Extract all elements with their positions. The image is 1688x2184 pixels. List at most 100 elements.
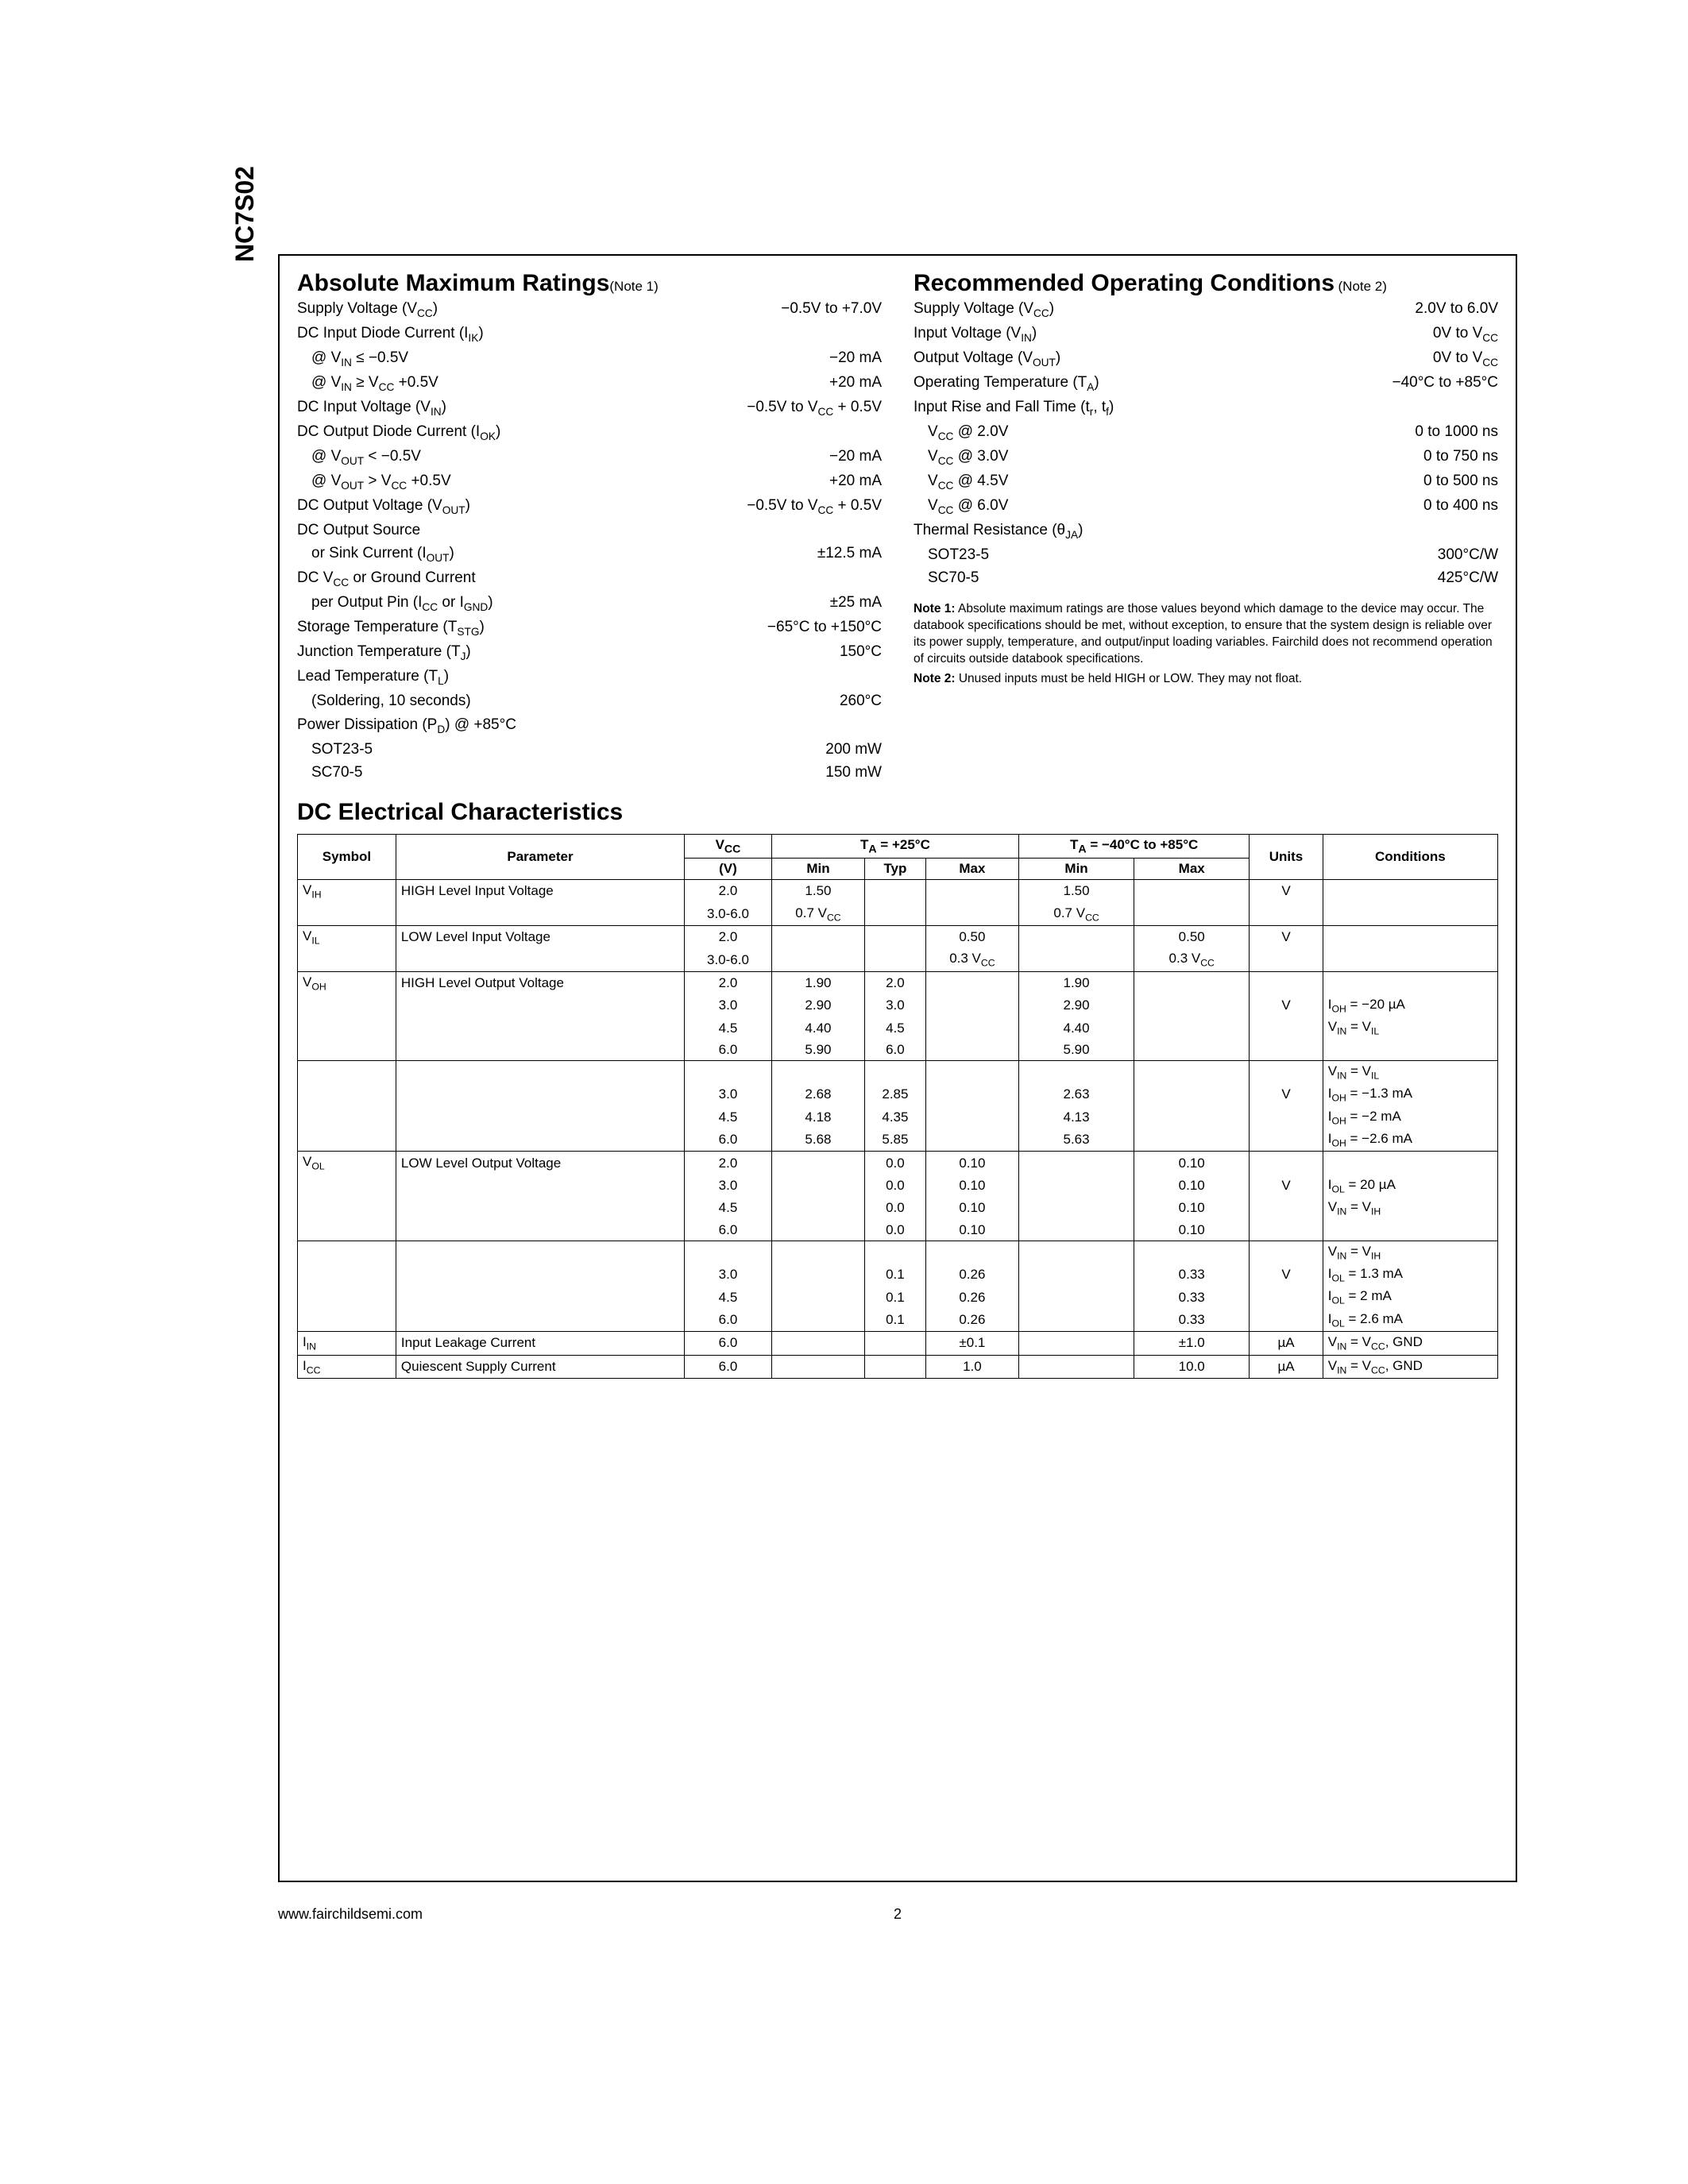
table-cell: µA bbox=[1250, 1355, 1323, 1378]
table-cell: 0.0 bbox=[865, 1197, 926, 1219]
table-cell: 3.0 bbox=[685, 994, 772, 1017]
table-cell: 5.90 bbox=[771, 1040, 864, 1061]
table-row: IINInput Leakage Current6.0±0.1±1.0µAVIN… bbox=[298, 1332, 1498, 1355]
table-cell: 6.0 bbox=[865, 1040, 926, 1061]
table-cell bbox=[298, 1309, 396, 1332]
table-cell: Quiescent Supply Current bbox=[396, 1355, 684, 1378]
table-row: 6.00.10.260.33IOL = 2.6 mA bbox=[298, 1309, 1498, 1332]
table-cell bbox=[865, 903, 926, 926]
table-cell: 0.10 bbox=[1134, 1197, 1250, 1219]
table-cell bbox=[1134, 1129, 1250, 1152]
table-cell: VIN = VCC, GND bbox=[1323, 1355, 1497, 1378]
table-row: VILLOW Level Input Voltage2.00.500.50V bbox=[298, 925, 1498, 948]
table-cell bbox=[1134, 1060, 1250, 1083]
table-cell: 3.0-6.0 bbox=[685, 948, 772, 971]
table-cell bbox=[298, 1040, 396, 1061]
table-cell: IOL = 2 mA bbox=[1323, 1286, 1497, 1308]
table-cell: 0.26 bbox=[925, 1286, 1018, 1308]
table-cell: 1.0 bbox=[925, 1355, 1018, 1378]
rating-row: Power Dissipation (PD) @ +85°C bbox=[297, 713, 882, 738]
th-conditions: Conditions bbox=[1323, 834, 1497, 879]
table-cell bbox=[1134, 1017, 1250, 1039]
table-row: 3.00.10.260.33VIOL = 1.3 mA bbox=[298, 1264, 1498, 1286]
table-cell: IIN bbox=[298, 1332, 396, 1355]
table-cell bbox=[1018, 1332, 1134, 1355]
table-cell bbox=[298, 994, 396, 1017]
table-cell bbox=[685, 1060, 772, 1083]
table-cell bbox=[771, 1175, 864, 1197]
table-cell bbox=[396, 903, 684, 926]
table-row: 3.0-6.00.7 VCC0.7 VCC bbox=[298, 903, 1498, 926]
table-cell bbox=[771, 925, 864, 948]
table-row: VIN = VIL bbox=[298, 1060, 1498, 1083]
table-cell bbox=[771, 948, 864, 971]
table-cell: 0.10 bbox=[925, 1197, 1018, 1219]
rating-label: VCC @ 3.0V bbox=[914, 445, 1416, 469]
table-cell bbox=[1018, 1197, 1134, 1219]
table-cell: 1.90 bbox=[771, 971, 864, 994]
table-cell bbox=[396, 1083, 684, 1106]
rating-value: 0V to VCC bbox=[1425, 322, 1498, 346]
table-cell bbox=[396, 1175, 684, 1197]
table-cell bbox=[298, 1286, 396, 1308]
table-cell bbox=[1250, 1152, 1323, 1175]
rating-label: VCC @ 6.0V bbox=[914, 494, 1416, 519]
page-number: 2 bbox=[894, 1906, 902, 1923]
table-cell bbox=[1250, 1197, 1323, 1219]
table-row: VOLLOW Level Output Voltage2.00.00.100.1… bbox=[298, 1152, 1498, 1175]
th-ta-range: TA = −40°C to +85°C bbox=[1018, 834, 1249, 858]
rating-row: (Soldering, 10 seconds)260°C bbox=[297, 689, 882, 712]
table-cell: HIGH Level Output Voltage bbox=[396, 971, 684, 994]
table-cell: V bbox=[1250, 880, 1323, 903]
rating-row: DC Output Source bbox=[297, 519, 882, 542]
table-cell bbox=[1018, 1152, 1134, 1175]
table-cell bbox=[685, 1241, 772, 1264]
table-cell: 5.63 bbox=[1018, 1129, 1134, 1152]
table-cell bbox=[925, 1017, 1018, 1039]
th-min2: Min bbox=[1018, 859, 1134, 880]
abs-max-column: Absolute Maximum Ratings(Note 1) Supply … bbox=[297, 270, 882, 785]
th-vcc-unit: (V) bbox=[685, 859, 772, 880]
table-cell: 10.0 bbox=[1134, 1355, 1250, 1378]
table-cell: 1.50 bbox=[771, 880, 864, 903]
rating-row: VCC @ 2.0V0 to 1000 ns bbox=[914, 420, 1498, 445]
rating-label: DC Output Diode Current (IOK) bbox=[297, 420, 874, 445]
table-cell bbox=[771, 1197, 864, 1219]
table-cell: V bbox=[1250, 925, 1323, 948]
table-cell bbox=[298, 1175, 396, 1197]
table-row: 4.50.00.100.10VIN = VIH bbox=[298, 1197, 1498, 1219]
rating-label: per Output Pin (ICC or IGND) bbox=[297, 591, 822, 615]
rating-value: 0 to 400 ns bbox=[1416, 494, 1498, 519]
table-cell: IOL = 20 µA bbox=[1323, 1175, 1497, 1197]
table-cell: 1.50 bbox=[1018, 880, 1134, 903]
rating-value: 0 to 1000 ns bbox=[1407, 420, 1498, 445]
table-cell bbox=[1250, 1106, 1323, 1129]
table-cell bbox=[396, 1106, 684, 1129]
table-cell: V bbox=[1250, 1083, 1323, 1106]
table-cell bbox=[865, 948, 926, 971]
table-cell: 4.40 bbox=[771, 1017, 864, 1039]
table-cell bbox=[298, 1129, 396, 1152]
table-cell: VIH bbox=[298, 880, 396, 903]
th-min: Min bbox=[771, 859, 864, 880]
rating-row: Storage Temperature (TSTG)−65°C to +150°… bbox=[297, 615, 882, 640]
rating-value: ±25 mA bbox=[822, 591, 882, 615]
part-number-side-label: NC7S02 bbox=[230, 166, 260, 262]
table-cell: 0.0 bbox=[865, 1220, 926, 1241]
table-cell bbox=[1323, 1220, 1497, 1241]
table-cell bbox=[771, 1241, 864, 1264]
note-1-text: Absolute maximum ratings are those value… bbox=[914, 602, 1493, 666]
table-cell bbox=[1323, 971, 1497, 994]
table-cell bbox=[298, 948, 396, 971]
rating-value: 300°C/W bbox=[1430, 543, 1498, 566]
page-footer: www.fairchildsemi.com 2 bbox=[278, 1906, 1517, 1923]
table-cell: 6.0 bbox=[685, 1309, 772, 1332]
table-cell bbox=[396, 994, 684, 1017]
rating-label: @ VOUT < −0.5V bbox=[297, 445, 821, 469]
rating-value: 2.0V to 6.0V bbox=[1407, 297, 1498, 322]
table-cell bbox=[771, 1152, 864, 1175]
rec-op-note-ref: (Note 2) bbox=[1338, 279, 1387, 294]
table-cell: 0.33 bbox=[1134, 1264, 1250, 1286]
table-cell bbox=[396, 1129, 684, 1152]
table-cell bbox=[1134, 1083, 1250, 1106]
